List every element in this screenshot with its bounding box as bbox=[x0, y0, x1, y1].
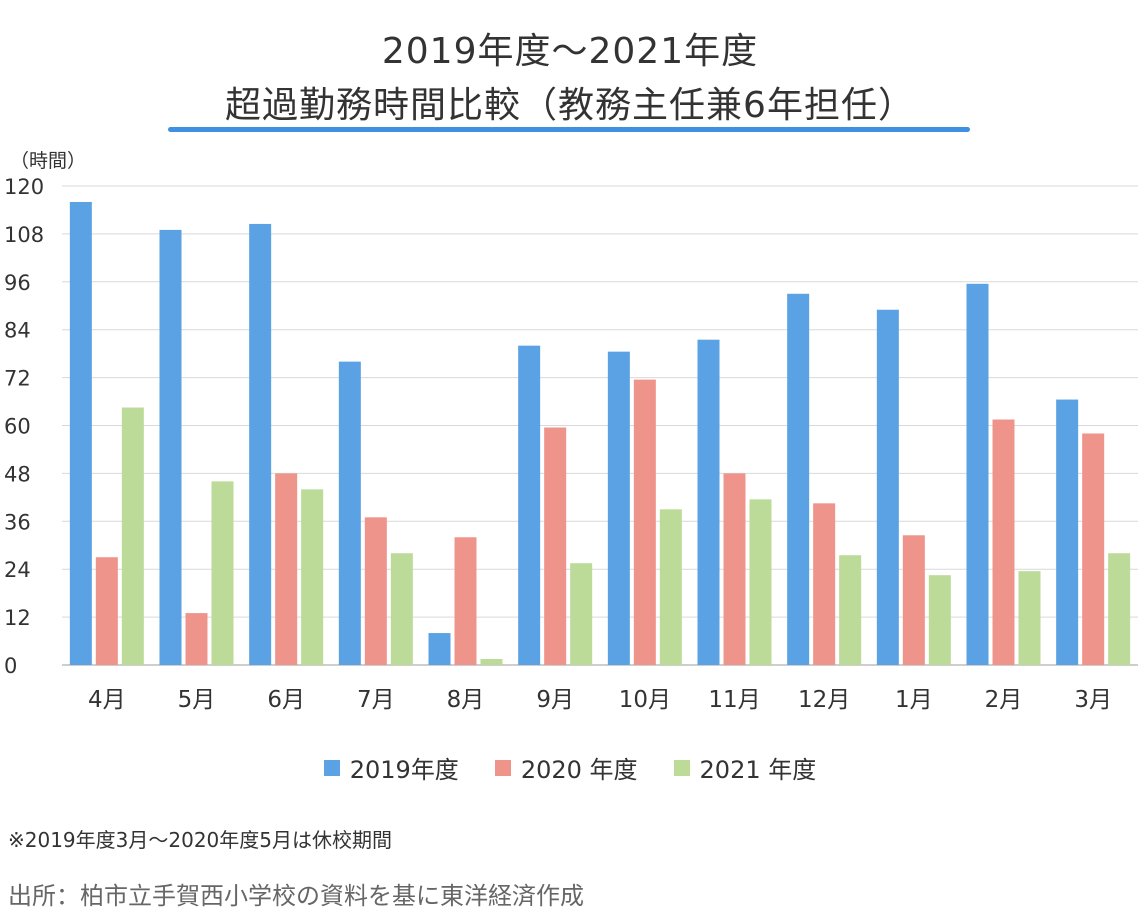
bar-2021 bbox=[659, 509, 682, 665]
legend-label-2020: 2020 年度 bbox=[520, 756, 638, 784]
y-tick-label: 24 bbox=[4, 558, 31, 582]
source-credit: 出所：柏市立手賀西小学校の資料を基に東洋経済作成 bbox=[8, 882, 584, 910]
x-tick-label: 3月 bbox=[1074, 687, 1112, 713]
bar-2021 bbox=[570, 563, 593, 665]
y-tick-label: 12 bbox=[4, 606, 31, 630]
bar-2020 bbox=[95, 557, 118, 665]
legend-label-2019: 2019年度 bbox=[349, 756, 459, 784]
legend-swatch-2019 bbox=[323, 759, 340, 776]
x-tick-label: 12月 bbox=[798, 687, 850, 713]
y-axis-unit-label: （時間） bbox=[10, 150, 87, 172]
x-tick-label: 7月 bbox=[357, 687, 395, 713]
bar-2019 bbox=[697, 339, 720, 665]
y-tick-label: 72 bbox=[4, 367, 31, 391]
chart-title-line2: 超過勤務時間比較（教務主任兼6年担任） bbox=[225, 85, 915, 126]
bar-2019 bbox=[159, 229, 182, 665]
bar-2021 bbox=[121, 407, 144, 665]
legend-item-2021: 2021 年度 bbox=[673, 750, 817, 785]
bar-2019 bbox=[787, 293, 810, 665]
bar-2021 bbox=[1018, 571, 1041, 665]
x-tick-label: 1月 bbox=[895, 687, 933, 713]
legend-swatch-2021 bbox=[673, 759, 690, 776]
chart-title-line1: 2019年度～2021年度 bbox=[381, 31, 759, 72]
x-tick-label: 2月 bbox=[985, 687, 1023, 713]
title-underline bbox=[168, 127, 970, 132]
legend-swatch-2020 bbox=[494, 759, 511, 776]
bar-2021 bbox=[839, 555, 862, 665]
bar-2021 bbox=[928, 575, 951, 665]
x-tick-label: 4月 bbox=[88, 687, 126, 713]
x-tick-label: 6月 bbox=[267, 687, 305, 713]
bar-2019 bbox=[428, 633, 451, 665]
x-tick-label: 5月 bbox=[178, 687, 216, 713]
y-tick-label: 120 bbox=[4, 175, 44, 199]
bar-2019 bbox=[249, 223, 272, 665]
chart-legend: 2019年度 2020 年度 2021 年度 bbox=[0, 750, 1140, 785]
bar-2020 bbox=[454, 537, 477, 665]
bar-2020 bbox=[1082, 433, 1105, 665]
bar-2019 bbox=[518, 345, 541, 665]
x-tick-label: 10月 bbox=[619, 687, 671, 713]
bar-2019 bbox=[966, 283, 989, 665]
x-tick-label: 9月 bbox=[536, 687, 574, 713]
bar-2019 bbox=[338, 361, 361, 665]
bar-2019 bbox=[607, 351, 630, 665]
bar-2019 bbox=[876, 309, 899, 665]
bar-2020 bbox=[185, 613, 208, 665]
bar-2021 bbox=[1108, 553, 1131, 665]
bar-2021 bbox=[301, 489, 324, 665]
bar-2020 bbox=[275, 473, 298, 665]
bar-2020 bbox=[902, 535, 925, 665]
x-tick-label: 8月 bbox=[447, 687, 485, 713]
bar-2020 bbox=[633, 379, 656, 665]
y-tick-label: 96 bbox=[4, 271, 31, 295]
bar-2020 bbox=[992, 419, 1015, 665]
bar-2019 bbox=[1056, 399, 1079, 665]
legend-label-2021: 2021 年度 bbox=[699, 756, 817, 784]
bar-2021 bbox=[480, 659, 503, 665]
y-tick-label: 60 bbox=[4, 415, 31, 439]
legend-item-2019: 2019年度 bbox=[323, 750, 459, 785]
bar-chart: 0 12 24 36 48 60 72 84 96 108 120 4月 5月 6月 7月 8月 9月 10月 11… bbox=[4, 175, 1138, 713]
bar-2020 bbox=[813, 503, 836, 665]
x-tick-label: 11月 bbox=[708, 687, 760, 713]
bar-2020 bbox=[723, 473, 746, 665]
bar-2019 bbox=[69, 201, 92, 665]
bar-2021 bbox=[749, 499, 772, 665]
y-tick-label: 0 bbox=[4, 654, 17, 678]
closure-period-note: ※2019年度3月～2020年度5月は休校期間 bbox=[8, 828, 393, 852]
y-tick-label: 48 bbox=[4, 462, 31, 486]
bar-2020 bbox=[544, 427, 567, 665]
bar-2020 bbox=[364, 517, 387, 665]
bar-2021 bbox=[211, 481, 234, 665]
y-tick-label: 84 bbox=[4, 319, 31, 343]
y-tick-label: 108 bbox=[4, 223, 44, 247]
bar-2021 bbox=[390, 553, 413, 665]
y-tick-label: 36 bbox=[4, 510, 31, 534]
legend-item-2020: 2020 年度 bbox=[494, 750, 638, 785]
